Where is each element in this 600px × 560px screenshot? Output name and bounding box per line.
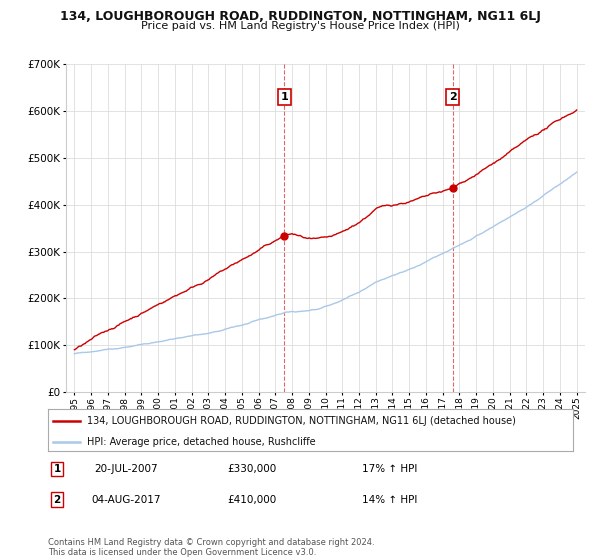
Text: Contains HM Land Registry data © Crown copyright and database right 2024.
This d: Contains HM Land Registry data © Crown c… [48,538,374,557]
Text: £330,000: £330,000 [227,464,277,474]
Text: 04-AUG-2017: 04-AUG-2017 [91,494,161,505]
Text: HPI: Average price, detached house, Rushcliffe: HPI: Average price, detached house, Rush… [88,437,316,447]
Text: 14% ↑ HPI: 14% ↑ HPI [362,494,418,505]
Text: 1: 1 [280,92,288,102]
Text: 134, LOUGHBOROUGH ROAD, RUDDINGTON, NOTTINGHAM, NG11 6LJ: 134, LOUGHBOROUGH ROAD, RUDDINGTON, NOTT… [59,10,541,22]
Text: £410,000: £410,000 [227,494,277,505]
Text: Price paid vs. HM Land Registry's House Price Index (HPI): Price paid vs. HM Land Registry's House … [140,21,460,31]
Text: 17% ↑ HPI: 17% ↑ HPI [362,464,418,474]
Text: 2: 2 [53,494,61,505]
Text: 2: 2 [449,92,457,102]
Text: 1: 1 [53,464,61,474]
Text: 134, LOUGHBOROUGH ROAD, RUDDINGTON, NOTTINGHAM, NG11 6LJ (detached house): 134, LOUGHBOROUGH ROAD, RUDDINGTON, NOTT… [88,417,516,426]
Text: 20-JUL-2007: 20-JUL-2007 [94,464,158,474]
